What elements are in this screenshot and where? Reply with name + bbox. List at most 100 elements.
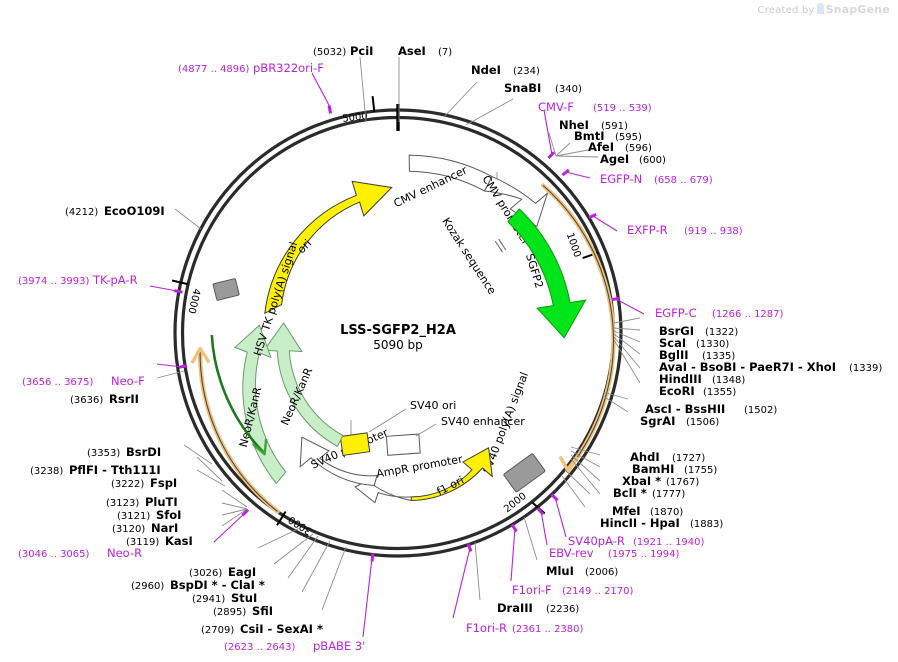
enzyme-pos-asei: (7): [438, 47, 452, 58]
enzyme-pos-scai: (1330): [696, 339, 729, 350]
enzyme-pos-eagi: (3026): [189, 568, 222, 579]
enzyme-name-afei: AfeI: [588, 140, 614, 154]
primer-range-exfp-r: (919 .. 938): [684, 226, 743, 237]
enzyme-pos-afei: (596): [625, 143, 652, 154]
plasmid-name: LSS-SGFP2_H2A: [340, 323, 456, 338]
tick-5000: 5000: [342, 95, 376, 125]
enzyme-pos-rsrii: (3636): [70, 395, 103, 406]
enzyme-name-nhei: NheI: [559, 118, 589, 132]
enzyme-name-ndei: NdeI: [471, 63, 501, 77]
enzyme-pos-kasi: (3119): [126, 537, 159, 548]
enzyme-labels-right: BsrGI (1322) ScaI (1330) BglII (1335) Av…: [640, 324, 882, 428]
primer-range-neo-r: (3046 .. 3065): [18, 549, 90, 560]
enzyme-pos-pcii: (5032): [313, 47, 346, 58]
primer-range-pbabe3: (2623 .. 2643): [224, 642, 296, 653]
enzyme-pos-csii-sexai: (2709): [201, 625, 234, 636]
plasmid-title-group: LSS-SGFP2_H2A 5090 bp: [340, 323, 456, 352]
primer-name-exfp-r: EXFP-R: [627, 223, 668, 237]
primer-name-neo-f: Neo-F: [111, 374, 145, 388]
enzyme-pos-bglii: (1335): [702, 351, 735, 362]
enzyme-pos-ecori: (1355): [703, 387, 736, 398]
enzyme-pos-bsrgi: (1322): [705, 327, 738, 338]
leader-lines: [156, 56, 641, 611]
primer-label-pbr322ori-f: (4877 .. 4896) pBR322ori-F: [178, 61, 324, 75]
snapgene-branding: Created by SnapGene: [758, 3, 890, 16]
enzyme-pos-sgrai: (1506): [686, 417, 719, 428]
primer-name-cmv-f: CMV-F: [538, 100, 574, 114]
primer-range-pbr322ori-f: (4877 .. 4896): [178, 64, 250, 75]
enzyme-pos-sfii: (2895): [213, 607, 246, 618]
enzyme-pos-pflfi-tth111i: (3238): [30, 466, 63, 477]
enzyme-pos-pluti: (3123): [106, 498, 139, 509]
sequence-traces: [190, 183, 616, 514]
enzyme-pos-bcli: (1777): [652, 489, 685, 500]
enzyme-labels-bottom-left: (3026) EagI (2960) BspDI * - ClaI * (294…: [131, 565, 323, 636]
primer-range-cmv-f: (519 .. 539): [593, 103, 652, 114]
primer-name-sv40pa-r: SV40pA-R: [568, 534, 625, 548]
feature-label-sv40-ori: SV40 ori: [410, 399, 456, 412]
primer-range-neo-f: (3656 .. 3675): [22, 377, 94, 388]
enzyme-name-draiii: DraIII: [497, 601, 533, 615]
enzyme-pos-mfei: (1870): [650, 507, 683, 518]
enzyme-pos-ahdi: (1727): [672, 453, 705, 464]
primer-labels-lower-right: SV40pA-R (1921 .. 1940) EBV-rev (1975 ..…: [466, 534, 705, 635]
created-by-label: Created by: [757, 5, 815, 16]
feature-sgfp2: SGFP2: [507, 208, 587, 339]
tick-label-1000: 1000: [564, 231, 583, 259]
primer-label-cmv-f: CMV-F (519 .. 539): [538, 100, 652, 114]
primer-range-tk-pa-r: (3974 .. 3993): [18, 276, 90, 287]
enzyme-name-hincii-hpai: HincII - HpaI: [600, 516, 680, 530]
enzyme-pos-bmti: (595): [615, 132, 642, 143]
primer-label-pbabe3: (2623 .. 2643) pBABE 3': [224, 639, 365, 653]
enzyme-name-avai-group: AvaI - BsoBI - PaeR7I - XhoI: [659, 360, 836, 374]
enzyme-name-sfii: SfiI: [252, 604, 273, 618]
enzyme-name-eagi: EagI: [228, 565, 256, 579]
enzyme-labels-upper-right: NheI (591) BmtI (595) AfeI (596) AgeI (6…: [559, 118, 666, 166]
primer-name-f1ori-r: F1ori-R: [466, 621, 507, 635]
feature-sv40-ori: SV40 ori: [339, 399, 456, 456]
primer-name-neo-r: Neo-R: [107, 546, 142, 560]
feature-label-sv40-enhancer: SV40 enhancer: [441, 415, 525, 428]
enzyme-pos-stui: (2941): [192, 594, 225, 605]
plasmid-length: 5090 bp: [373, 338, 423, 352]
enzyme-name-mlui: MluI: [546, 564, 574, 578]
enzyme-name-nari: NarI: [151, 521, 178, 535]
snapgene-name: SnapGene: [825, 3, 890, 16]
enzyme-labels-top: (5032) PciI AseI (7) NdeI (234) SnaBI (3…: [313, 44, 582, 95]
primer-range-f1ori-r: (2361 .. 2380): [512, 624, 584, 635]
enzyme-pos-avai-group: (1339): [849, 363, 882, 374]
feature-sv40-enhancer: SV40 enhancer: [385, 415, 525, 456]
enzyme-labels-left: (3353) BsrDI (3238) PflFI - Tth111I (322…: [30, 204, 193, 548]
primer-name-egfp-n: EGFP-N: [600, 172, 642, 186]
primer-leader-lines: [149, 72, 645, 638]
enzyme-name-xbai: XbaI *: [622, 474, 661, 488]
primer-name-ebv-rev: EBV-rev: [549, 546, 594, 560]
enzyme-pos-bsrdi: (3353): [87, 448, 120, 459]
enzyme-pos-nari: (3120): [112, 524, 145, 535]
enzyme-name-mfei: MfeI: [612, 504, 641, 518]
enzyme-name-pluti: PluTI: [145, 495, 178, 509]
enzyme-name-hindiii: HindIII: [659, 372, 702, 386]
primer-range-egfp-n: (658 .. 679): [654, 175, 713, 186]
enzyme-name-scai: ScaI: [659, 336, 686, 350]
enzyme-name-pflfi-tth111i: PflFI - Tth111I: [69, 463, 161, 477]
enzyme-name-pcii: PciI: [350, 44, 373, 58]
enzyme-pos-draiii: (2236): [546, 604, 579, 615]
primer-name-pbr322ori-f: pBR322ori-F: [253, 61, 324, 75]
enzyme-name-bmti: BmtI: [574, 129, 605, 143]
enzyme-name-asci-bsshii: AscI - BssHII: [645, 402, 725, 416]
enzyme-pos-snabi: (340): [555, 84, 582, 95]
enzyme-name-agei: AgeI: [600, 152, 629, 166]
enzyme-pos-hindiii: (1348): [712, 375, 745, 386]
enzyme-name-csii-sexai: CsiI - SexAI *: [240, 622, 323, 636]
enzyme-name-bamhi: BamHI: [632, 462, 674, 476]
tick-label-5000: 5000: [342, 111, 369, 125]
primer-labels-left: (3046 .. 3065) Neo-R (3656 .. 3675) Neo-…: [18, 273, 145, 560]
enzyme-name-bspdi-clai: BspDI * - ClaI *: [170, 578, 265, 592]
feature-label-ampr-promoter: AmpR promoter: [375, 452, 464, 480]
primer-name-f1ori-f: F1ori-F: [512, 583, 552, 597]
primer-name-pbabe3: pBABE 3': [313, 639, 365, 653]
enzyme-name-snabi: SnaBI: [504, 81, 541, 95]
